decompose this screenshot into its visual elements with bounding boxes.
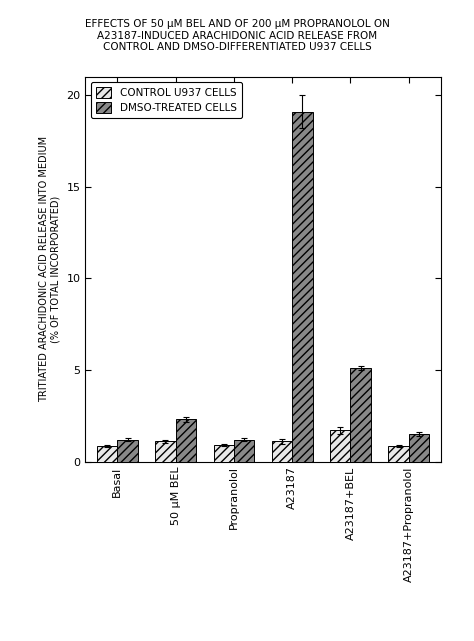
Text: EFFECTS OF 50 μM BEL AND OF 200 μM PROPRANOLOL ON
A23187-INDUCED ARACHIDONIC ACI: EFFECTS OF 50 μM BEL AND OF 200 μM PROPR… bbox=[84, 19, 390, 53]
Bar bbox=[118, 440, 138, 462]
Bar bbox=[97, 446, 118, 462]
Bar bbox=[350, 368, 371, 462]
Bar bbox=[234, 440, 255, 462]
Y-axis label: TRITIATED ARACHIDONIC ACID RELEASE INTO MEDIUM
(% OF TOTAL INCORPORATED): TRITIATED ARACHIDONIC ACID RELEASE INTO … bbox=[39, 136, 61, 403]
Bar bbox=[409, 434, 429, 462]
Bar bbox=[330, 430, 350, 462]
Bar bbox=[292, 112, 313, 462]
Legend: CONTROL U937 CELLS, DMSO-TREATED CELLS: CONTROL U937 CELLS, DMSO-TREATED CELLS bbox=[91, 82, 242, 119]
Bar bbox=[155, 442, 176, 462]
Bar bbox=[176, 419, 196, 462]
Bar bbox=[388, 446, 409, 462]
Bar bbox=[213, 445, 234, 462]
Bar bbox=[272, 442, 292, 462]
